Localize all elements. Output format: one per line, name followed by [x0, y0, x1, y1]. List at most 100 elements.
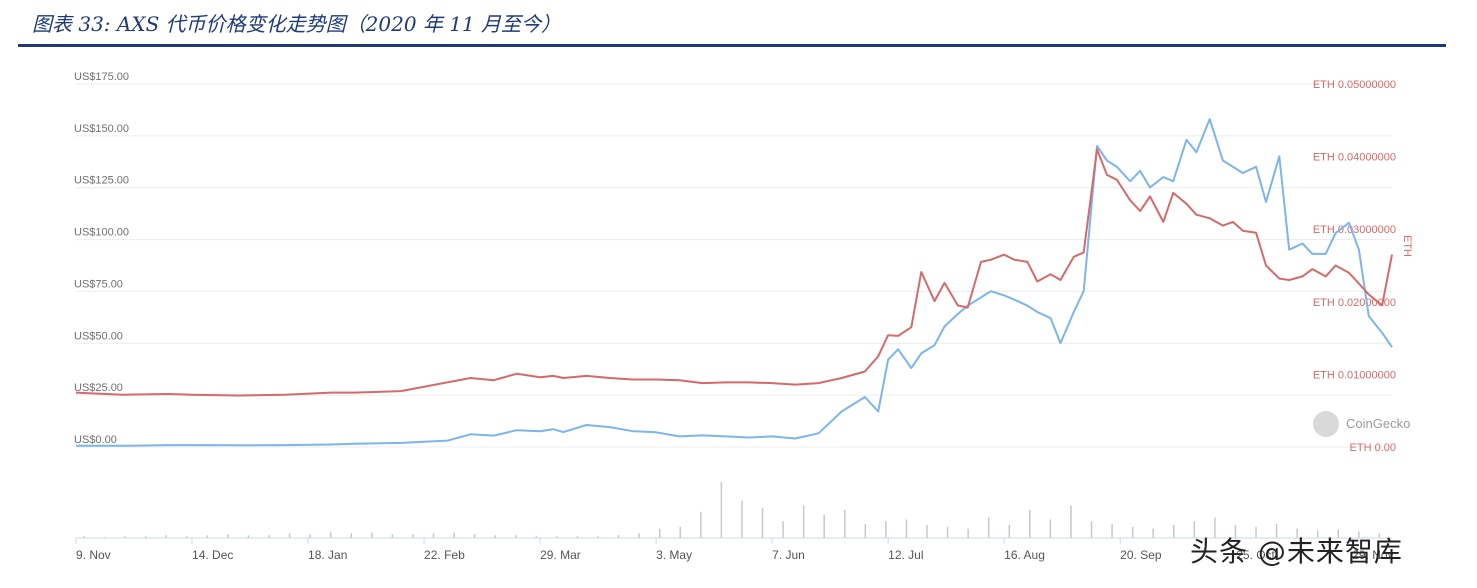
volume-bar	[247, 535, 250, 538]
usd-tick-label: US$125.00	[74, 175, 129, 187]
x-tick-label: 16. Aug	[1004, 548, 1045, 562]
volume-bar	[720, 482, 723, 538]
usd-tick-label: US$100.00	[74, 227, 129, 239]
usd-tick-label: US$25.00	[74, 382, 123, 394]
volume-bar	[679, 526, 682, 538]
volume-bar	[83, 536, 85, 538]
eth-price-line	[75, 148, 1393, 397]
x-axis: 9. Nov 14. Dec 18. Jan 22. Feb 29. Mar 3. May…	[75, 538, 1394, 562]
title-rule	[18, 44, 1446, 47]
volume-bar	[576, 536, 579, 538]
volume-bars	[83, 482, 1381, 538]
x-tick-label: 22. Feb	[424, 548, 465, 562]
volume-bar	[1193, 521, 1196, 538]
volume-bar	[1029, 510, 1031, 538]
figure-title: 图表 33: AXS 代币价格变化走势图（2020 年 11 月至今）	[32, 12, 562, 36]
volume-bar	[144, 536, 147, 538]
volume-bar	[268, 535, 270, 538]
volume-bar	[391, 534, 394, 538]
volume-bar	[761, 508, 764, 538]
volume-bar	[1358, 531, 1360, 538]
coingecko-brand: CoinGecko	[1346, 416, 1411, 431]
volume-bar	[515, 535, 517, 538]
usd-tick-label: US$50.00	[74, 330, 123, 342]
volume-bar	[165, 535, 167, 538]
volume-bar	[597, 536, 599, 538]
volume-bar	[1152, 528, 1154, 538]
volume-bar	[412, 534, 414, 538]
volume-bar	[1173, 524, 1175, 538]
volume-bar	[1131, 526, 1134, 538]
eth-tick-label: ETH 0.04000000	[1313, 152, 1396, 164]
volume-bar	[1008, 524, 1011, 538]
volume-bar	[432, 533, 435, 538]
volume-bar	[987, 517, 990, 538]
eth-axis-label: ETH	[1401, 235, 1413, 257]
usd-tick-label: US$75.00	[74, 278, 123, 290]
watermark: 头条 @未来智库	[1190, 535, 1403, 568]
eth-tick-label: ETH 0.03000000	[1313, 224, 1396, 236]
volume-bar	[844, 510, 846, 538]
volume-bar	[1255, 526, 1257, 538]
x-tick-label: 25. Oct	[1236, 548, 1275, 562]
volume-bar	[1296, 528, 1298, 538]
volume-bar	[453, 532, 455, 538]
x-tick-label: 18. Jan	[308, 548, 347, 562]
x-tick-label: 20. Sep	[1120, 548, 1162, 562]
volume-bar	[186, 536, 188, 538]
x-tick-label: 3. May	[656, 548, 692, 562]
gridlines	[76, 83, 1392, 448]
usd-axis: US$0.00 US$25.00 US$50.00 US$75.00 US$100.00…	[74, 71, 129, 446]
coingecko-logo-icon	[1313, 411, 1339, 437]
volume-bar	[1234, 524, 1237, 538]
eth-tick-label: ETH 0.00	[1350, 442, 1396, 454]
volume-bar	[905, 519, 908, 538]
volume-bar	[371, 532, 373, 538]
volume-bar	[926, 524, 928, 538]
x-tick-label: 29. Mar	[540, 548, 581, 562]
x-tick-label: 7. Jun	[772, 548, 805, 562]
volume-bar	[1049, 519, 1052, 538]
eth-tick-label: ETH 0.01000000	[1313, 369, 1396, 381]
volume-bar	[946, 526, 949, 538]
volume-bar	[494, 535, 496, 538]
volume-bar	[1070, 505, 1072, 538]
volume-bar	[1275, 524, 1278, 538]
volume-bar	[227, 534, 229, 538]
x-tick-label: 29. Nov	[1352, 548, 1393, 562]
volume-bar	[329, 532, 332, 538]
volume-bar	[1214, 517, 1216, 538]
volume-bar	[617, 535, 620, 538]
volume-bar	[823, 514, 825, 538]
volume-bar	[1090, 521, 1093, 538]
volume-bar	[864, 524, 867, 538]
volume-bar	[556, 536, 558, 538]
volume-bar	[535, 536, 538, 538]
volume-bar	[288, 533, 291, 538]
volume-bar	[658, 528, 661, 538]
volume-bar	[309, 534, 311, 538]
volume-bar	[1316, 530, 1319, 538]
volume-bar	[206, 535, 209, 538]
volume-bar	[700, 511, 702, 538]
usd-tick-label: US$175.00	[74, 71, 129, 83]
volume-bar	[1337, 529, 1340, 538]
usd-price-line	[76, 118, 1393, 447]
volume-bar	[967, 528, 969, 538]
volume-bar	[473, 534, 476, 538]
volume-bar	[1111, 524, 1113, 538]
eth-tick-label: ETH 0.05000000	[1313, 79, 1396, 91]
volume-bar	[802, 505, 805, 538]
volume-bar	[1378, 533, 1381, 538]
volume-bar	[638, 533, 640, 538]
x-tick-label: 12. Jul	[888, 548, 923, 562]
volume-bar	[885, 521, 887, 538]
volume-bar	[350, 533, 353, 538]
usd-tick-label: US$0.00	[74, 434, 117, 446]
volume-bar	[124, 536, 126, 538]
volume-bar	[741, 500, 743, 538]
volume-bar	[782, 521, 784, 538]
x-tick-label: 14. Dec	[192, 548, 233, 562]
